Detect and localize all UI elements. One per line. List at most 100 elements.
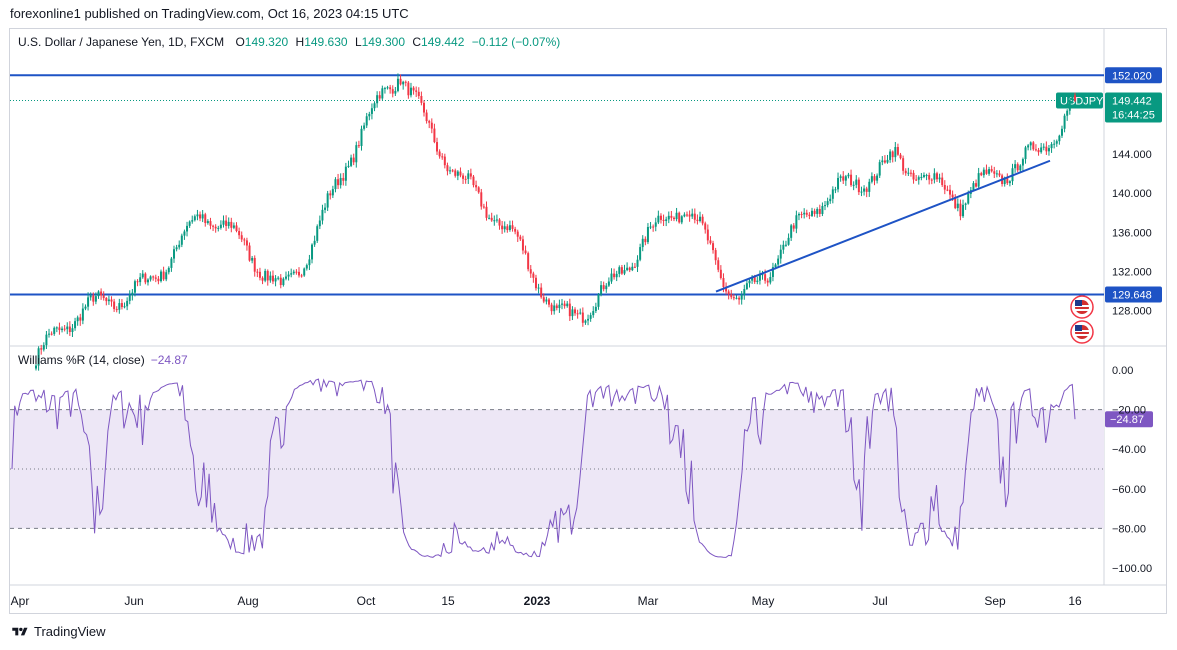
candle-body [534,277,537,289]
candle-body [967,193,970,204]
candle-body [537,287,540,289]
candle-body [253,257,256,272]
candle-body [399,78,402,85]
candle-body [368,113,371,117]
price-axis: 128.000 132.000 136.000 140.000 144.000 0.00 −… [1112,149,1152,575]
candle-body [941,177,944,186]
candle-body [222,220,225,225]
candle-body [753,276,756,282]
candle-body [475,185,478,188]
candle-body [725,286,728,292]
candle-body [894,147,897,158]
candle-body [881,160,884,163]
candle-body [915,179,918,181]
us-event-flag-icon[interactable] [1070,320,1094,344]
candle-body [774,264,777,268]
candle-body [154,277,157,279]
indicator-legend[interactable]: Williams %R (14, close) −24.87 [18,353,188,367]
candle-body [610,273,613,282]
candle-body [730,294,733,298]
last-price-tag [1105,92,1162,123]
candle-body [909,172,912,174]
candle-body [454,170,457,176]
footer-brand[interactable]: TradingView [10,624,106,639]
candle-body [282,278,285,286]
candle-body [748,280,751,284]
candle-body [855,179,858,185]
candle-body [110,299,113,302]
candle-body [946,189,949,191]
candle-body [462,175,465,179]
candle-body [81,308,84,321]
symbol-name: U.S. Dollar / Japanese Yen, 1D, FXCM [18,35,225,49]
candle-body [1040,147,1043,153]
candle-body [699,216,702,222]
candle-body [35,365,37,369]
candle-body [381,88,384,99]
price-tick-label: 132.000 [1112,266,1152,278]
wr-tick-label: 0.00 [1112,365,1133,377]
candle-body [352,157,355,163]
candle-body [277,277,280,279]
candle-body [436,142,439,152]
candle-body [126,300,129,307]
open-value: 149.320 [244,35,289,49]
candle-body [243,239,246,241]
candle-body [331,189,334,196]
candle-body [66,326,69,330]
candle-body [159,271,162,282]
candle-body [550,304,553,312]
candle-body [758,274,761,281]
candle-body [928,175,931,180]
candle-body [87,297,90,307]
candle-body [810,210,813,216]
open-label: O [235,35,245,49]
candle-body [641,238,644,248]
candle-body [863,188,866,192]
us-event-flag-icon[interactable] [1070,295,1094,319]
candle-body [670,215,673,218]
candle-body [321,209,324,221]
candle-body [363,125,366,129]
candle-body [579,312,582,314]
candle-body [235,225,238,232]
candle-body [667,215,670,220]
candle-body [123,306,126,308]
tradingview-logo-icon [12,627,28,635]
candle-body [581,312,584,323]
candle-body [365,116,368,126]
candle-body [1034,149,1037,151]
candle-body [956,203,959,209]
candle-body [1074,95,1076,101]
candle-body [686,214,689,216]
candle-body [84,306,87,309]
candle-body [659,215,662,220]
candle-body [516,231,519,237]
candle-body [175,247,178,250]
candle-body [574,309,577,314]
candle-body [240,235,243,240]
candle-body [100,291,103,296]
candle-body [883,160,886,163]
candle-body [646,227,649,243]
candle-body [63,328,66,330]
candle-body [508,225,511,231]
candle-body [652,226,655,228]
candle-body [326,193,329,208]
candle-body [58,327,61,331]
candle-body [982,169,985,176]
candle-body [740,294,743,300]
countdown-label: 16:44:25 [1112,110,1155,122]
candle-body [889,151,892,160]
candle-body [751,276,754,281]
level-price-label: 129.648 [1112,290,1152,302]
candle-body [264,270,267,281]
candle-body [68,326,71,333]
candle-body [396,78,399,91]
candle-body [821,206,824,214]
candle-body [433,128,436,143]
candle-body [490,217,493,221]
candle-body [771,267,774,277]
candle-body [735,297,738,299]
